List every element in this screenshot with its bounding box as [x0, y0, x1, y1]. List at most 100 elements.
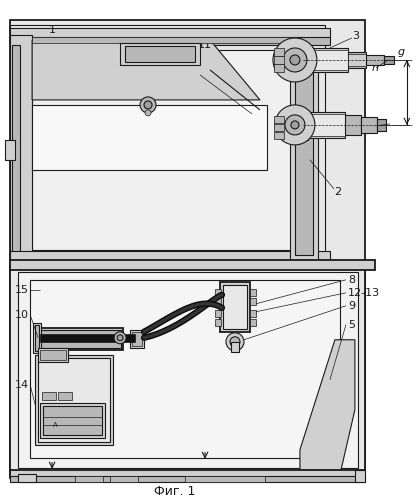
Bar: [125, 46, 195, 62]
Circle shape: [230, 337, 240, 347]
Bar: [38, 358, 110, 442]
Bar: [223, 285, 247, 329]
Bar: [274, 64, 284, 72]
Bar: [43, 406, 102, 434]
Bar: [10, 251, 330, 265]
Bar: [250, 310, 256, 317]
Bar: [35, 355, 113, 444]
Bar: [366, 55, 384, 65]
Bar: [290, 50, 318, 260]
Bar: [10, 260, 375, 270]
Bar: [285, 50, 305, 70]
Bar: [303, 112, 345, 138]
Circle shape: [291, 121, 299, 129]
Bar: [10, 20, 365, 474]
Text: 11: 11: [198, 40, 212, 50]
Text: 1: 1: [49, 25, 55, 35]
Bar: [274, 124, 284, 131]
Bar: [38, 348, 68, 362]
Bar: [377, 119, 386, 131]
Bar: [215, 289, 221, 296]
Bar: [303, 114, 345, 136]
Text: h: h: [372, 63, 379, 73]
Text: 5: 5: [348, 320, 355, 330]
Bar: [215, 298, 221, 305]
Bar: [40, 330, 121, 348]
Text: A: A: [53, 422, 58, 428]
Bar: [30, 280, 340, 458]
Bar: [38, 328, 123, 350]
Circle shape: [285, 115, 305, 135]
Bar: [231, 342, 239, 352]
Text: 8: 8: [348, 275, 355, 285]
Bar: [384, 56, 394, 64]
Circle shape: [226, 333, 244, 351]
Bar: [215, 319, 221, 326]
Circle shape: [273, 38, 317, 82]
Bar: [10, 470, 365, 478]
Bar: [130, 330, 144, 348]
Bar: [220, 282, 250, 332]
Bar: [120, 43, 200, 65]
Bar: [282, 46, 308, 74]
Circle shape: [144, 101, 152, 109]
Bar: [40, 334, 135, 342]
Bar: [110, 476, 138, 482]
Bar: [361, 117, 377, 133]
Bar: [75, 476, 103, 482]
Text: 15: 15: [15, 285, 29, 295]
Bar: [274, 132, 284, 139]
Circle shape: [140, 97, 156, 113]
Bar: [348, 52, 366, 68]
Text: 2: 2: [334, 187, 341, 197]
Text: Фиг. 1: Фиг. 1: [154, 485, 196, 498]
Bar: [58, 392, 72, 400]
Text: 10: 10: [15, 310, 29, 320]
Bar: [345, 115, 361, 135]
Text: 9: 9: [348, 301, 355, 311]
Circle shape: [114, 332, 126, 344]
Polygon shape: [32, 40, 260, 100]
Bar: [40, 350, 66, 360]
Bar: [32, 50, 297, 250]
Bar: [35, 325, 39, 351]
Bar: [12, 45, 20, 263]
Bar: [274, 56, 284, 64]
Bar: [42, 392, 56, 400]
Bar: [10, 476, 365, 482]
Bar: [5, 140, 15, 160]
Bar: [10, 37, 330, 45]
Circle shape: [283, 48, 307, 72]
Bar: [32, 37, 297, 43]
Circle shape: [275, 105, 315, 145]
Circle shape: [117, 335, 123, 341]
Bar: [215, 310, 221, 317]
Bar: [185, 476, 265, 482]
Bar: [132, 332, 142, 346]
Bar: [10, 28, 330, 40]
Circle shape: [290, 55, 300, 65]
Bar: [348, 54, 366, 66]
Bar: [18, 272, 358, 468]
Polygon shape: [300, 340, 355, 474]
Bar: [285, 113, 305, 137]
Text: l: l: [372, 122, 375, 132]
Bar: [40, 402, 105, 438]
Circle shape: [145, 110, 151, 116]
Bar: [355, 470, 365, 482]
Bar: [274, 48, 284, 56]
Bar: [10, 25, 325, 265]
Bar: [295, 55, 313, 255]
Bar: [33, 323, 41, 353]
Bar: [250, 319, 256, 326]
Bar: [32, 105, 267, 170]
Text: 14: 14: [15, 380, 29, 390]
Bar: [303, 48, 348, 72]
Bar: [250, 289, 256, 296]
Text: 12-13: 12-13: [348, 288, 380, 298]
Bar: [18, 474, 36, 482]
Bar: [10, 35, 32, 265]
Text: g: g: [398, 47, 405, 57]
Bar: [303, 50, 348, 70]
Text: 3: 3: [352, 31, 359, 41]
